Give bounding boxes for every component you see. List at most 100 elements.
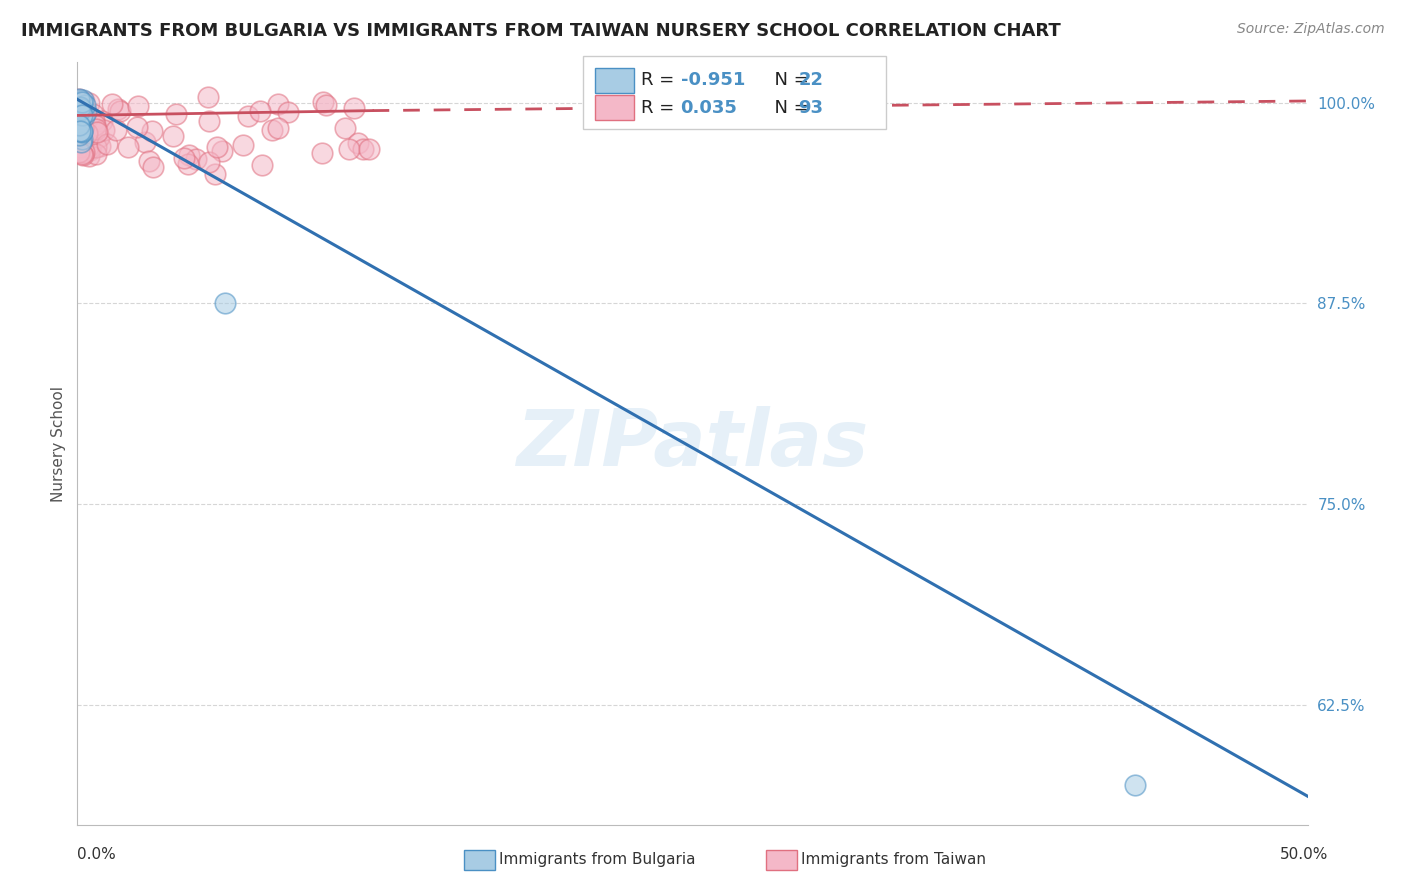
Point bbox=[73, 94, 96, 108]
Point bbox=[73, 145, 96, 159]
Point bbox=[72, 129, 94, 144]
Point bbox=[67, 93, 90, 107]
Point bbox=[70, 124, 93, 138]
Point bbox=[173, 152, 195, 166]
Point bbox=[83, 115, 105, 129]
Point bbox=[1125, 778, 1147, 792]
Point bbox=[67, 145, 90, 160]
Text: R =: R = bbox=[641, 71, 681, 89]
Point bbox=[70, 125, 93, 139]
Point bbox=[69, 103, 91, 117]
Point bbox=[252, 158, 274, 172]
Point bbox=[77, 149, 100, 163]
Point bbox=[67, 118, 90, 132]
Point bbox=[91, 113, 114, 128]
Point bbox=[186, 152, 208, 166]
Point bbox=[75, 98, 97, 112]
Point bbox=[211, 144, 233, 158]
Point bbox=[249, 104, 271, 119]
Point bbox=[70, 147, 93, 161]
Text: IMMIGRANTS FROM BULGARIA VS IMMIGRANTS FROM TAIWAN NURSERY SCHOOL CORRELATION CH: IMMIGRANTS FROM BULGARIA VS IMMIGRANTS F… bbox=[21, 22, 1062, 40]
Point bbox=[117, 139, 139, 153]
Point bbox=[79, 141, 101, 155]
Point bbox=[72, 132, 94, 146]
Point bbox=[100, 97, 122, 112]
Point bbox=[73, 105, 96, 120]
Point bbox=[77, 140, 100, 154]
Point bbox=[72, 120, 94, 134]
Text: ZIPatlas: ZIPatlas bbox=[516, 406, 869, 482]
Point bbox=[315, 97, 337, 112]
Text: N =: N = bbox=[763, 71, 815, 89]
Point bbox=[347, 136, 370, 151]
Point bbox=[69, 91, 91, 105]
Point bbox=[67, 93, 90, 107]
Point bbox=[197, 89, 219, 103]
Point bbox=[69, 140, 91, 154]
Point bbox=[67, 102, 90, 116]
Point bbox=[343, 102, 366, 116]
Point bbox=[72, 120, 94, 135]
Text: -0.951: -0.951 bbox=[681, 71, 745, 89]
Text: 93: 93 bbox=[799, 99, 824, 117]
Point bbox=[70, 120, 93, 135]
Point bbox=[277, 104, 299, 119]
Text: 50.0%: 50.0% bbox=[1281, 847, 1329, 862]
Point bbox=[75, 105, 97, 120]
Point bbox=[72, 145, 94, 160]
Point bbox=[138, 154, 160, 169]
Point bbox=[93, 123, 115, 137]
Point bbox=[70, 136, 93, 150]
Text: 22: 22 bbox=[799, 71, 824, 89]
Point bbox=[134, 136, 156, 150]
Point bbox=[108, 104, 131, 119]
Point bbox=[162, 128, 184, 143]
Point bbox=[70, 131, 93, 145]
Point bbox=[79, 95, 101, 110]
Point bbox=[198, 114, 221, 128]
Point bbox=[83, 112, 105, 127]
Point bbox=[67, 128, 90, 142]
Point bbox=[84, 118, 107, 132]
Point bbox=[70, 112, 93, 126]
Point bbox=[73, 109, 96, 123]
Point bbox=[69, 142, 91, 156]
Point bbox=[69, 121, 91, 136]
Point bbox=[69, 100, 91, 114]
Point bbox=[70, 108, 93, 122]
Point bbox=[177, 157, 200, 171]
Point bbox=[89, 130, 111, 145]
Point bbox=[197, 155, 219, 169]
Point bbox=[82, 107, 104, 121]
Point bbox=[89, 138, 111, 153]
Point bbox=[72, 148, 94, 162]
Point bbox=[357, 142, 380, 156]
Text: R =: R = bbox=[641, 99, 681, 117]
Point bbox=[72, 93, 94, 107]
Text: N =: N = bbox=[763, 99, 815, 117]
Point bbox=[84, 139, 107, 153]
Point bbox=[311, 146, 333, 161]
Text: Source: ZipAtlas.com: Source: ZipAtlas.com bbox=[1237, 22, 1385, 37]
Point bbox=[96, 136, 118, 151]
Point bbox=[105, 123, 128, 137]
Point bbox=[84, 147, 107, 161]
Text: 0.035: 0.035 bbox=[681, 99, 737, 117]
Point bbox=[70, 95, 93, 109]
Point bbox=[238, 109, 260, 123]
Point bbox=[76, 126, 98, 140]
Point bbox=[141, 124, 163, 138]
Y-axis label: Nursery School: Nursery School bbox=[51, 385, 66, 502]
Point bbox=[72, 120, 94, 134]
Point bbox=[69, 119, 91, 133]
Point bbox=[67, 94, 90, 108]
Point bbox=[72, 119, 94, 133]
Point bbox=[333, 120, 356, 135]
Point bbox=[82, 125, 104, 139]
Point bbox=[67, 96, 90, 111]
Point bbox=[142, 160, 165, 174]
Point bbox=[127, 120, 149, 135]
Text: 0.0%: 0.0% bbox=[77, 847, 117, 862]
Point bbox=[70, 140, 93, 154]
Point bbox=[72, 124, 94, 138]
